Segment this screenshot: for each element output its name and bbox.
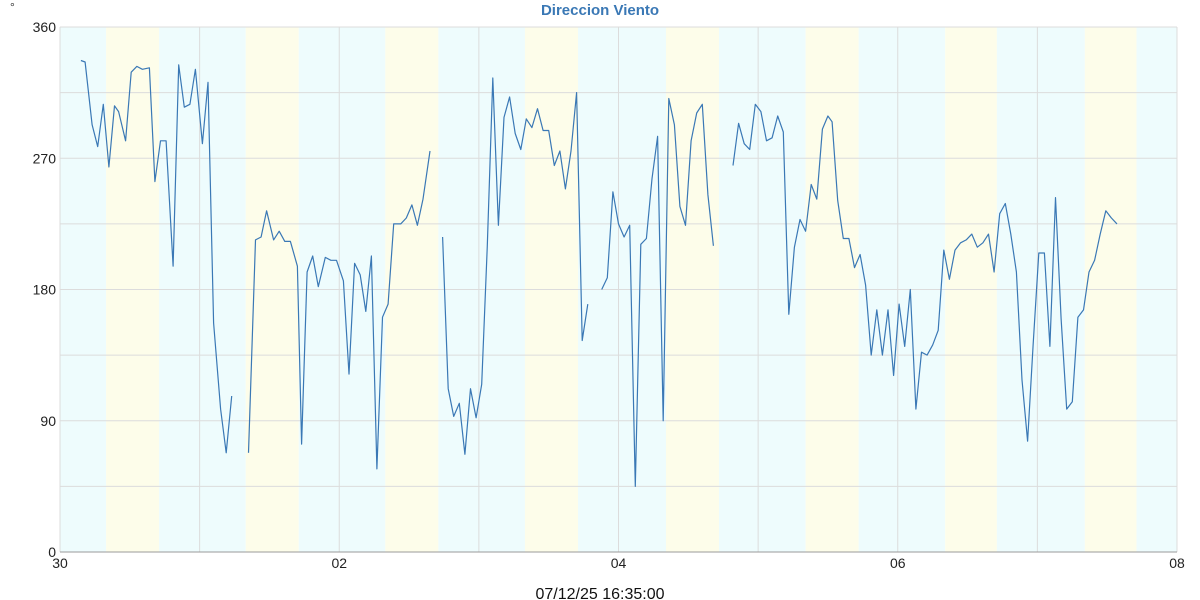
series-segment-0 <box>80 59 233 454</box>
y-tick-label: 0 <box>48 544 56 560</box>
x-tick-label: 06 <box>890 555 906 571</box>
footer-timestamp: 07/12/25 16:35:00 <box>535 586 664 600</box>
series-segment-2 <box>442 77 589 455</box>
series-line <box>80 59 1118 487</box>
x-tick-label: 08 <box>1169 555 1185 571</box>
chart-title: Direccion Viento <box>541 2 659 19</box>
y-tick-label: 360 <box>33 19 57 35</box>
y-tick-label: 270 <box>33 150 57 166</box>
x-tick-label: 02 <box>331 555 347 571</box>
y-tick-label: 90 <box>40 413 56 429</box>
x-tick-label: 30 <box>52 555 68 571</box>
x-tick-label: 04 <box>611 555 627 571</box>
series-segment-4 <box>732 103 1118 442</box>
x-axis-ticks: 30 02 04 06 08 <box>52 555 1185 571</box>
y-tick-label: 180 <box>33 282 57 298</box>
series-segment-1 <box>247 150 431 470</box>
series-segment-3 <box>601 97 714 487</box>
y-unit-label: ° <box>10 0 15 14</box>
y-axis-ticks: 0 90 180 270 360 <box>33 19 57 560</box>
